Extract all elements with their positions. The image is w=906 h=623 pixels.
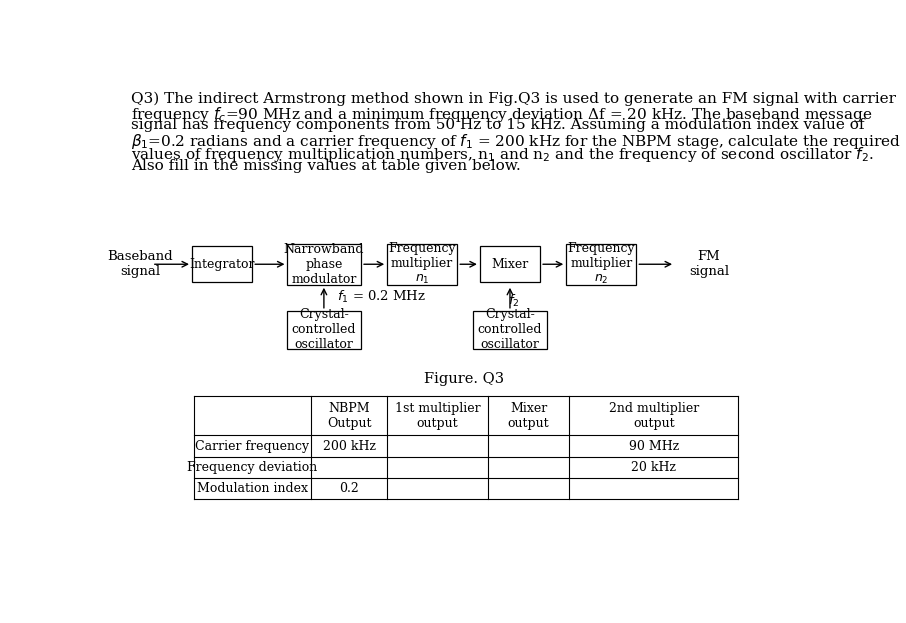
FancyBboxPatch shape <box>473 311 547 349</box>
Text: Narrowband
phase
modulator: Narrowband phase modulator <box>284 243 364 286</box>
FancyBboxPatch shape <box>387 244 458 285</box>
FancyBboxPatch shape <box>192 246 252 282</box>
Text: Q3) The indirect Armstrong method shown in Fig.Q3 is used to generate an FM sign: Q3) The indirect Armstrong method shown … <box>130 92 896 106</box>
Text: Mixer
output: Mixer output <box>508 402 549 430</box>
Text: Frequency deviation: Frequency deviation <box>188 461 318 474</box>
Text: 200 kHz: 200 kHz <box>323 439 376 452</box>
Text: Crystal-
controlled
oscillator: Crystal- controlled oscillator <box>477 308 542 351</box>
FancyBboxPatch shape <box>566 244 636 285</box>
FancyBboxPatch shape <box>287 244 361 285</box>
Text: 2nd multiplier
output: 2nd multiplier output <box>609 402 699 430</box>
Text: Modulation index: Modulation index <box>197 482 308 495</box>
FancyBboxPatch shape <box>480 246 540 282</box>
Text: $f_2$: $f_2$ <box>507 293 519 309</box>
Text: 20 kHz: 20 kHz <box>631 461 676 474</box>
Text: Frequency
multiplier
$n_1$: Frequency multiplier $n_1$ <box>389 242 456 287</box>
Text: Frequency
multiplier
$n_2$: Frequency multiplier $n_2$ <box>567 242 635 287</box>
Text: NBPM
Output: NBPM Output <box>327 402 371 430</box>
Text: FM
signal: FM signal <box>689 250 729 278</box>
Text: 0.2: 0.2 <box>339 482 359 495</box>
Text: 90 MHz: 90 MHz <box>629 439 679 452</box>
Text: $\beta_1$=0.2 radians and a carrier frequency of $f_1$ = 200 kHz for the NBPM st: $\beta_1$=0.2 radians and a carrier freq… <box>130 132 901 151</box>
Text: Integrator: Integrator <box>189 258 255 271</box>
Text: Carrier frequency: Carrier frequency <box>196 439 310 452</box>
Text: 1st multiplier
output: 1st multiplier output <box>395 402 480 430</box>
Text: Mixer: Mixer <box>491 258 528 271</box>
Text: Crystal-
controlled
oscillator: Crystal- controlled oscillator <box>292 308 356 351</box>
Text: values of frequency multiplication numbers, n$_1$ and n$_2$ and the frequency of: values of frequency multiplication numbe… <box>130 145 873 164</box>
Text: Figure. Q3: Figure. Q3 <box>424 373 505 386</box>
Text: frequency $f_c$=90 MHz and a minimum frequency deviation Δf = 20 kHz. The baseba: frequency $f_c$=90 MHz and a minimum fre… <box>130 105 872 124</box>
Text: $f_1$ = 0.2 MHz: $f_1$ = 0.2 MHz <box>336 289 426 305</box>
Text: Also fill in the missing values at table given below.: Also fill in the missing values at table… <box>130 159 521 173</box>
Text: Baseband
signal: Baseband signal <box>107 250 173 278</box>
Text: signal has frequency components from 50 Hz to 15 kHz. Assuming a modulation inde: signal has frequency components from 50 … <box>130 118 864 133</box>
FancyBboxPatch shape <box>287 311 361 349</box>
